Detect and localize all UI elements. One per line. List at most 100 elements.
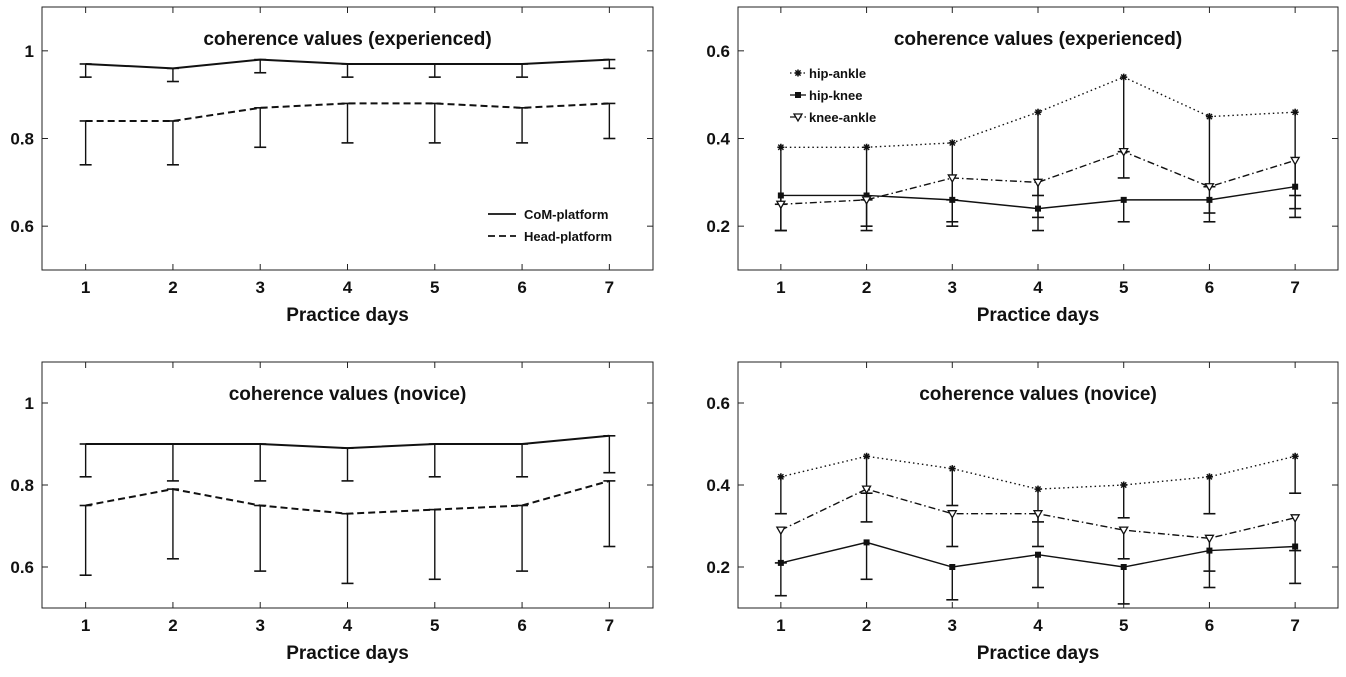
- chart-panel-top-right: 1 2 3 4 5 6 7 0.2 0.4 0.6 coherence values (experi…: [706, 6, 1339, 326]
- data-point: [863, 143, 871, 151]
- series-Head-platform: [79, 102, 616, 166]
- x-tick-label: 1: [776, 616, 785, 635]
- data-point-stroke-d2: [1206, 473, 1213, 480]
- legend: hip-ankle hip-knee knee-ankle: [790, 66, 876, 125]
- y-tick-label: 0.8: [10, 130, 34, 149]
- data-point-stroke-d2: [1206, 113, 1213, 120]
- data-point: [1291, 452, 1299, 460]
- x-tick-label: 3: [255, 616, 264, 635]
- data-point: [1120, 196, 1127, 203]
- y-tick-label: 0.8: [10, 476, 34, 495]
- x-tick-label: 4: [343, 278, 353, 297]
- data-point: [863, 452, 871, 460]
- data-point: [1290, 156, 1301, 166]
- x-tick-label: 3: [948, 278, 957, 297]
- x-tick-label: 7: [605, 616, 614, 635]
- x-tick-label: 1: [81, 278, 90, 297]
- data-point: [949, 564, 956, 570]
- x-tick-label: 1: [776, 278, 785, 297]
- x-tick-label: 4: [343, 616, 353, 635]
- series-line-CoM-platform: [85, 434, 610, 450]
- data-point: [775, 526, 786, 536]
- legend: CoM-platform Head-platform: [488, 207, 612, 244]
- series-knee-ankle: [774, 485, 1302, 572]
- x-tick-label: 6: [1205, 278, 1214, 297]
- y-tick-label: 0.2: [706, 558, 730, 577]
- x-tick-label: 7: [605, 278, 614, 297]
- x-tick-label: 3: [948, 616, 957, 635]
- legend-label: hip-ankle: [809, 66, 866, 81]
- x-tick-label: 2: [862, 616, 871, 635]
- y-tick-label: 0.6: [10, 558, 34, 577]
- data-point-stroke-d2: [1034, 109, 1042, 116]
- x-tick-label: 1: [81, 616, 90, 635]
- x-tick-label: 3: [255, 278, 264, 297]
- y-tick-label: 1: [25, 394, 34, 413]
- x-axis-label: Practice days: [286, 305, 409, 326]
- chart-title: coherence values (novice): [919, 384, 1157, 405]
- data-point: [1204, 534, 1215, 544]
- data-point: [1120, 564, 1127, 570]
- data-point-stroke-d2: [1034, 486, 1042, 493]
- data-point: [1118, 147, 1129, 157]
- series-Head-platform: [79, 479, 616, 585]
- x-tick-label: 7: [1290, 616, 1299, 635]
- x-tick-label: 6: [517, 616, 526, 635]
- data-point: [1205, 113, 1213, 121]
- legend-label: knee-ankle: [809, 110, 876, 125]
- chart-title: coherence values (experienced): [894, 29, 1182, 50]
- data-point: [1205, 473, 1213, 481]
- data-point-stroke-d2: [1120, 74, 1127, 81]
- series-line-Head-platform: [85, 479, 610, 515]
- x-tick-label: 2: [168, 278, 177, 297]
- data-point: [1291, 108, 1299, 116]
- chart-panel-bottom-left: 1 2 3 4 5 6 7 0.6 0.8 1 coherence values (novice) P…: [10, 361, 654, 664]
- series-CoM-platform: [79, 434, 616, 482]
- x-tick-label: 2: [862, 278, 871, 297]
- series-hip-knee: [774, 539, 1302, 605]
- legend-marker-stroke-d2: [794, 69, 802, 77]
- data-point: [863, 192, 870, 199]
- data-point-stroke-d2: [949, 465, 956, 472]
- y-tick-label: 0.4: [706, 130, 730, 149]
- data-point: [1290, 514, 1301, 524]
- chart-panel-bottom-right: 1 2 3 4 5 6 7 0.2 0.4 0.6 coherence values (novice…: [706, 361, 1339, 664]
- data-point: [1034, 108, 1042, 116]
- data-point-stroke-d2: [777, 473, 784, 480]
- data-point-stroke-d2: [949, 139, 956, 146]
- data-point: [777, 143, 785, 151]
- series-hip-ankle: [774, 452, 1302, 523]
- data-point: [947, 510, 958, 520]
- legend-label: hip-knee: [809, 88, 862, 103]
- legend-marker: [792, 113, 804, 123]
- data-point-stroke-d2: [863, 144, 870, 151]
- data-point: [1034, 485, 1042, 493]
- data-point-stroke-d2: [1292, 109, 1299, 116]
- x-tick-label: 5: [430, 616, 439, 635]
- x-tick-label: 4: [1033, 278, 1043, 297]
- chart-title: coherence values (novice): [229, 384, 467, 405]
- y-tick-label: 0.6: [10, 217, 34, 236]
- data-point: [775, 200, 786, 210]
- legend-marker: [795, 92, 801, 98]
- data-point: [948, 465, 956, 473]
- data-point-stroke-d2: [863, 453, 870, 460]
- x-axis-label: Practice days: [977, 305, 1100, 326]
- data-point: [1204, 183, 1215, 193]
- data-point: [947, 174, 958, 184]
- x-tick-label: 5: [1119, 616, 1128, 635]
- data-point: [863, 539, 870, 546]
- data-point: [1032, 510, 1044, 520]
- data-point: [1035, 551, 1041, 558]
- x-tick-label: 6: [1205, 616, 1214, 635]
- data-point: [1120, 481, 1128, 489]
- legend-label: CoM-platform: [524, 207, 609, 222]
- y-tick-label: 0.6: [706, 42, 730, 61]
- data-point: [1118, 526, 1129, 536]
- x-tick-label: 5: [1119, 278, 1128, 297]
- legend-marker: [794, 69, 802, 77]
- x-tick-label: 7: [1290, 278, 1299, 297]
- y-tick-label: 0.6: [706, 394, 730, 413]
